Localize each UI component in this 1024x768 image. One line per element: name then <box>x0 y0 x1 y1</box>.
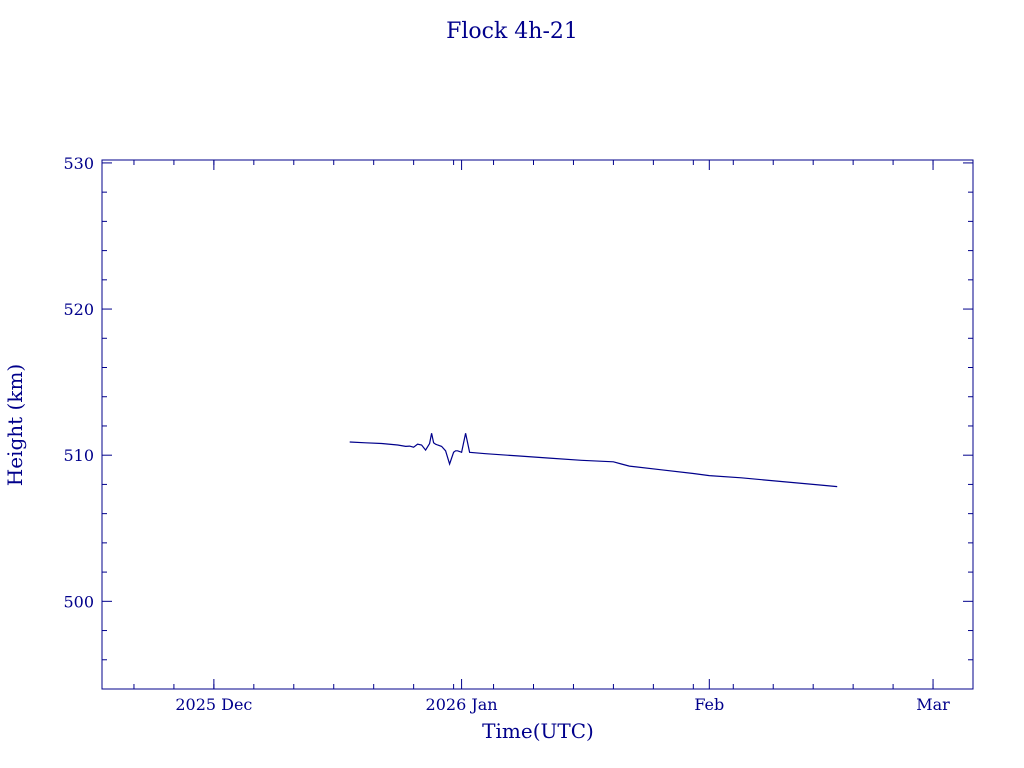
x-tick-label: 2026 Jan <box>426 695 498 714</box>
y-tick-label: 530 <box>63 154 94 173</box>
plot-frame <box>101 159 974 690</box>
x-axis-ticks: 2025 Dec 2026 Jan Feb Mar <box>133 160 974 714</box>
y-tick-label: 510 <box>63 446 94 465</box>
x-axis-label: Time(UTC) <box>482 719 594 743</box>
chart-title: Flock 4h-21 <box>446 19 578 44</box>
y-axis-label: Height (km) <box>3 364 27 486</box>
y-tick-label: 520 <box>63 300 94 319</box>
height-series-line <box>349 433 838 488</box>
x-tick-label: Mar <box>916 695 950 714</box>
x-tick-label: Feb <box>694 695 724 714</box>
y-axis-ticks: 500 510 520 530 <box>63 154 973 690</box>
x-tick-label: 2025 Dec <box>175 695 252 714</box>
y-tick-label: 500 <box>63 592 94 611</box>
